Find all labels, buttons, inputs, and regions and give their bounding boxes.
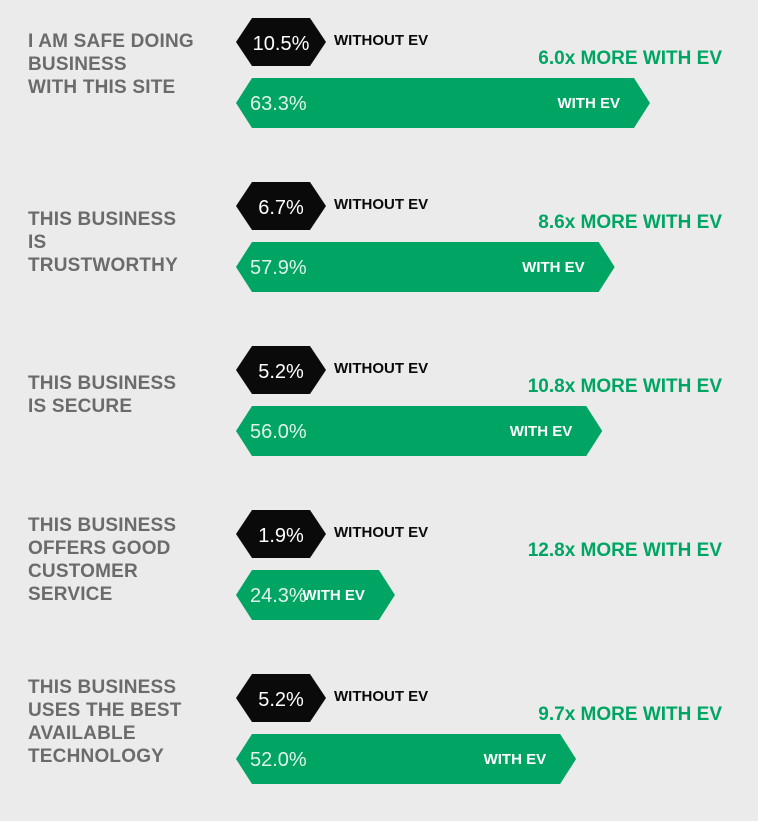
multiplier-label: 8.6x MORE WITH EV [538,212,722,233]
category-label: THIS BUSINESS IS TRUSTWORTHY [28,208,218,277]
bars-svg: 5.2% WITHOUT EV 52.0% WITH EV [236,674,577,784]
with-ev-label: WITH EV [302,587,365,604]
category-label-line: THIS BUSINESS [28,515,177,536]
category-label: THIS BUSINESS OFFERS GOOD CUSTOMER SERVICE [28,514,218,606]
with-ev-value: 56.0% [250,421,307,443]
without-ev-label: WITHOUT EV [334,32,428,49]
without-ev-value: 5.2% [258,361,304,383]
chart-row: THIS BUSINESS USES THE BEST AVAILABLE TECHN… [0,672,758,802]
with-ev-label: WITH EV [510,423,573,440]
chart-row: THIS BUSINESS IS SECURE 10.8x MORE WITH EV… [0,344,758,474]
without-ev-value: 10.5% [253,33,310,55]
without-ev-bar [236,18,326,66]
category-label-line: THIS BUSINESS [28,677,177,698]
category-label-line: IS SECURE [28,396,133,417]
without-ev-value: 6.7% [258,197,304,219]
with-ev-label: WITH EV [557,95,620,112]
chart-row: I AM SAFE DOING BUSINESS WITH THIS SITE 6.0… [0,16,758,146]
multiplier-label: 9.7x MORE WITH EV [538,704,722,725]
with-ev-value: 52.0% [250,749,307,771]
category-label-line: I AM SAFE DOING [28,31,194,52]
without-ev-bar [236,346,326,394]
category-label-line: CUSTOMER [28,561,138,582]
bars-svg: 6.7% WITHOUT EV 57.9% WITH EV [236,182,615,292]
without-ev-label: WITHOUT EV [334,196,428,213]
without-ev-bar [236,182,326,230]
multiplier-label: 6.0x MORE WITH EV [538,48,722,69]
chart-row: THIS BUSINESS IS TRUSTWORTHY 8.6x MORE WITH… [0,180,758,310]
with-ev-value: 57.9% [250,257,307,279]
bars-svg: 10.5% WITHOUT EV 63.3% WITH EV [236,18,650,128]
category-label: THIS BUSINESS USES THE BEST AVAILABLE TECHN… [28,676,218,768]
category-label-line: TECHNOLOGY [28,746,165,767]
category-label: I AM SAFE DOING BUSINESS WITH THIS SITE [28,30,218,99]
with-ev-bar [236,242,615,292]
with-ev-bar [236,78,650,128]
category-label-line: OFFERS GOOD [28,538,171,559]
category-label-line: BUSINESS [28,54,127,75]
without-ev-value: 1.9% [258,525,304,547]
category-label-line: USES THE BEST [28,700,182,721]
without-ev-label: WITHOUT EV [334,360,428,377]
multiplier-label: 12.8x MORE WITH EV [527,540,722,561]
bars-svg: 1.9% WITHOUT EV 24.3%WITH EV [236,510,428,620]
with-ev-value: 63.3% [250,93,307,115]
without-ev-label: WITHOUT EV [334,524,428,541]
with-ev-bar [236,570,395,620]
category-label: THIS BUSINESS IS SECURE [28,372,218,418]
multiplier-label: 10.8x MORE WITH EV [527,376,722,397]
without-ev-label: WITHOUT EV [334,688,428,705]
category-label-line: THIS BUSINESS [28,209,177,230]
category-label-line: WITH THIS SITE [28,77,176,98]
category-label-line: THIS BUSINESS [28,373,177,394]
with-ev-value: 24.3% [250,585,307,607]
without-ev-value: 5.2% [258,689,304,711]
with-ev-bar [236,734,577,784]
category-label-line: TRUSTWORTHY [28,255,178,276]
with-ev-label: WITH EV [484,751,547,768]
chart-row: THIS BUSINESS OFFERS GOOD CUSTOMER SERVICE 1… [0,508,758,638]
category-label-line: IS [28,232,47,253]
with-ev-label: WITH EV [522,259,585,276]
category-label-line: SERVICE [28,584,113,605]
category-label-line: AVAILABLE [28,723,136,744]
bars-svg: 5.2% WITHOUT EV 56.0% WITH EV [236,346,603,456]
without-ev-bar [236,510,326,558]
without-ev-bar [236,674,326,722]
with-ev-bar [236,406,603,456]
